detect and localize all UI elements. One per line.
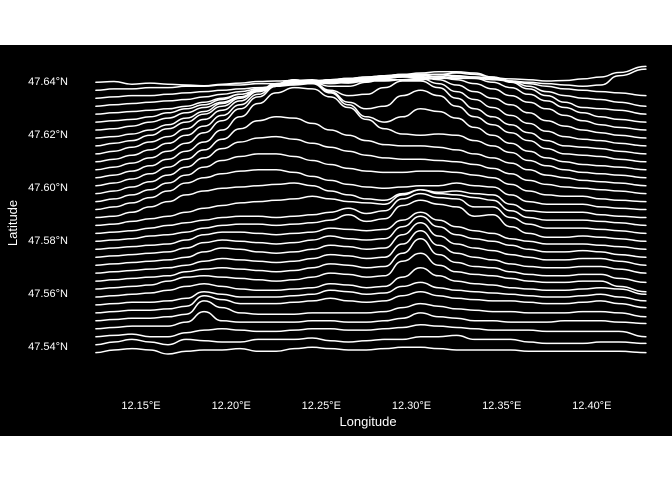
x-axis-title: Longitude	[339, 414, 396, 429]
ridge-line-26	[95, 78, 647, 155]
ridge-line-24	[95, 81, 647, 171]
ridge-line-9	[95, 252, 647, 293]
ridge-line-7	[95, 281, 647, 306]
ridge-line-2	[95, 334, 647, 346]
ridgeline-chart: 47.54°N 47.56°N 47.58°N 47.60°N 47.62°N 47.64…	[5, 65, 647, 429]
ridge-line-15	[95, 199, 647, 243]
y-tick-label: 47.54°N	[28, 341, 68, 353]
y-tick-label: 47.60°N	[28, 182, 68, 194]
y-axis-ticks: 47.54°N 47.56°N 47.58°N 47.60°N 47.62°N 47.64…	[28, 76, 68, 353]
ridge-lines	[95, 65, 647, 355]
ridge-line-35	[95, 65, 647, 87]
plot-panel: 47.54°N 47.56°N 47.58°N 47.60°N 47.62°N 47.64…	[0, 45, 672, 436]
ridge-line-14	[95, 211, 647, 251]
ridge-line-21	[95, 135, 647, 195]
x-tick-label: 12.35°E	[482, 400, 521, 412]
ridge-line-11	[95, 229, 647, 274]
y-tick-label: 47.56°N	[28, 288, 68, 300]
ridge-line-5	[95, 300, 647, 322]
y-tick-label: 47.64°N	[28, 76, 68, 88]
ridge-line-19	[95, 169, 647, 211]
ridge-line-16	[95, 192, 647, 235]
ridge-line-27	[95, 74, 647, 147]
ridge-line-18	[95, 182, 647, 219]
ridge-line-17	[95, 188, 647, 227]
y-tick-label: 47.58°N	[28, 235, 68, 247]
ridge-line-13	[95, 215, 647, 258]
ridge-line-23	[95, 86, 647, 179]
ridge-line-4	[95, 310, 647, 330]
ridge-line-10	[95, 237, 647, 284]
x-tick-label: 12.30°E	[392, 400, 431, 412]
x-axis-ticks: 12.15°E 12.20°E 12.25°E 12.30°E 12.35°E 12.40…	[121, 400, 611, 412]
ridge-line-3	[95, 324, 647, 338]
x-tick-label: 12.15°E	[121, 400, 160, 412]
ridge-line-29	[95, 74, 647, 131]
ridge-line-6	[95, 290, 647, 314]
ridge-line-8	[95, 267, 647, 298]
ridge-line-1	[95, 346, 647, 355]
y-tick-label: 47.62°N	[28, 129, 68, 141]
ridge-line-32	[95, 72, 647, 107]
ridge-line-12	[95, 222, 647, 266]
ridge-line-25	[95, 80, 647, 163]
ridge-line-22	[95, 116, 647, 187]
y-axis-title: Latitude	[5, 200, 20, 246]
x-tick-label: 12.25°E	[302, 400, 341, 412]
ridge-line-20	[95, 153, 647, 203]
x-tick-label: 12.20°E	[212, 400, 251, 412]
x-tick-label: 12.40°E	[572, 400, 611, 412]
ridge-line-31	[95, 70, 647, 115]
